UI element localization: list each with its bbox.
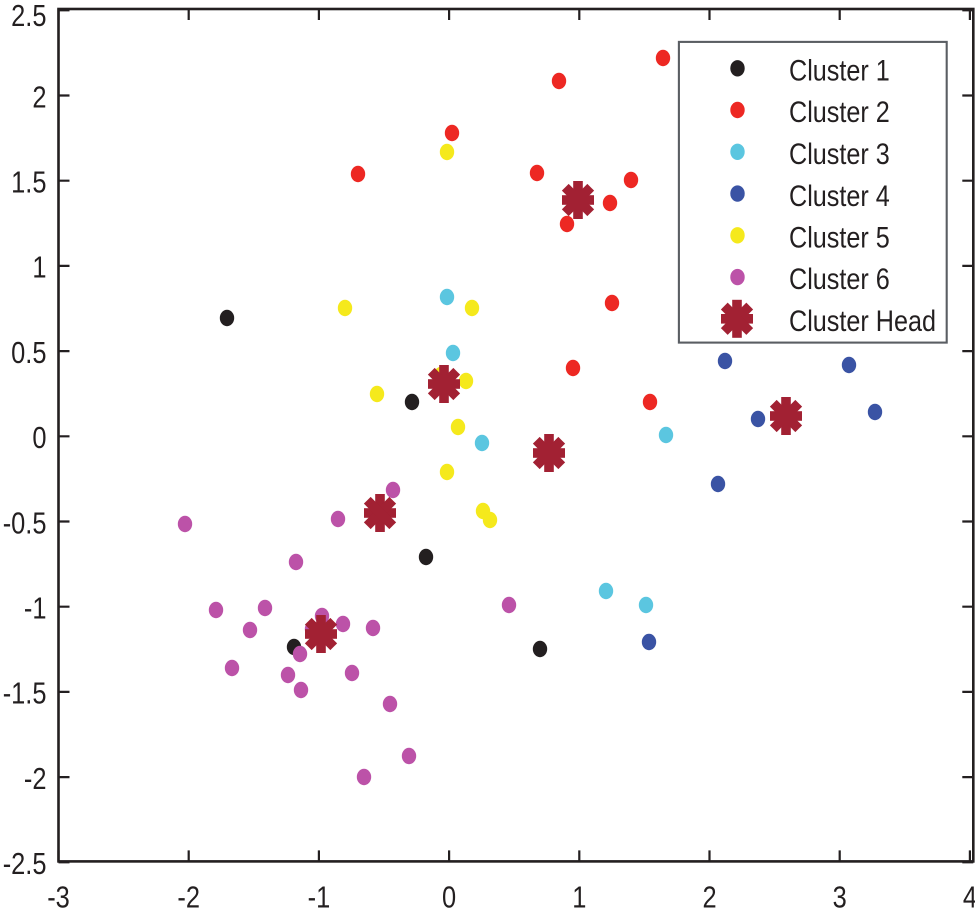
svg-text:Cluster 4: Cluster 4 — [789, 179, 890, 213]
svg-text:2: 2 — [702, 880, 716, 910]
svg-text:Cluster Head: Cluster Head — [789, 304, 936, 338]
svg-text:0: 0 — [442, 880, 456, 910]
svg-text:-1: -1 — [308, 880, 331, 910]
svg-text:-0.5: -0.5 — [3, 506, 47, 541]
svg-text:Cluster 2: Cluster 2 — [789, 95, 890, 129]
svg-text:-3: -3 — [47, 880, 70, 910]
svg-text:Cluster 6: Cluster 6 — [789, 262, 890, 296]
svg-text:1: 1 — [32, 250, 46, 285]
svg-text:2.5: 2.5 — [11, 0, 46, 34]
svg-text:-2: -2 — [24, 762, 47, 797]
svg-text:0.5: 0.5 — [11, 336, 46, 371]
svg-text:-1: -1 — [24, 591, 47, 626]
svg-text:Cluster 3: Cluster 3 — [789, 137, 890, 171]
svg-text:3: 3 — [833, 880, 847, 910]
svg-text:Cluster 1: Cluster 1 — [789, 53, 890, 87]
svg-text:-2: -2 — [177, 880, 200, 910]
svg-text:-2.5: -2.5 — [3, 847, 47, 882]
svg-text:2: 2 — [32, 80, 46, 115]
svg-text:4: 4 — [963, 880, 975, 910]
svg-text:1.5: 1.5 — [11, 165, 46, 200]
svg-text:0: 0 — [32, 421, 46, 456]
svg-text:Cluster 5: Cluster 5 — [789, 220, 890, 254]
svg-text:1: 1 — [572, 880, 586, 910]
svg-text:-1.5: -1.5 — [3, 676, 47, 711]
